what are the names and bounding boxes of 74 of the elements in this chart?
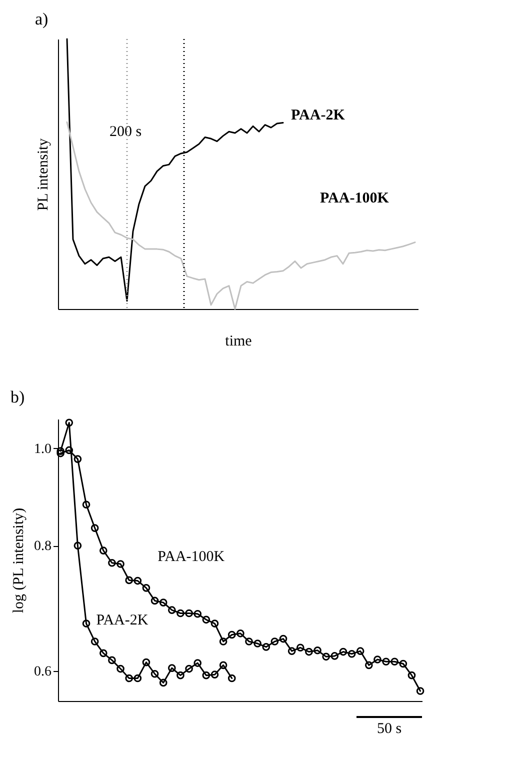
x-axis-title: time (225, 334, 252, 350)
point (194, 610, 202, 618)
point (90, 524, 99, 532)
point (99, 649, 108, 658)
point (176, 671, 184, 680)
point (356, 647, 364, 655)
point (185, 609, 193, 618)
point (339, 648, 348, 656)
point (159, 678, 168, 687)
point (65, 418, 74, 427)
point (236, 630, 244, 638)
point (142, 584, 150, 592)
point (116, 664, 124, 673)
y-axis-title: log (PL intensity) (11, 508, 27, 614)
point (108, 656, 116, 664)
point (210, 620, 219, 628)
point (288, 647, 296, 655)
point (322, 652, 330, 661)
point (74, 542, 82, 550)
point (228, 630, 236, 639)
point (408, 671, 416, 680)
point (296, 644, 304, 652)
point (305, 648, 313, 656)
point (74, 455, 82, 463)
point (108, 558, 116, 567)
point (82, 620, 90, 628)
point (176, 609, 184, 618)
series-label: PAA-2K (96, 612, 148, 629)
point (194, 659, 202, 667)
annotation: 200 s (110, 124, 142, 140)
point (374, 656, 382, 664)
point (82, 500, 90, 509)
point (142, 658, 150, 666)
chart-title: b) (10, 388, 25, 407)
point (262, 643, 270, 651)
text: PAA-100K (320, 190, 390, 206)
point (254, 640, 262, 648)
point (134, 576, 142, 585)
point (168, 606, 176, 614)
chart-title: a) (35, 9, 48, 28)
point (245, 638, 253, 646)
point (219, 661, 228, 670)
point (219, 638, 228, 646)
y-tick-label: 0.6 (34, 664, 52, 680)
point (202, 616, 210, 624)
point (185, 664, 193, 673)
point (125, 576, 133, 584)
point (270, 638, 279, 646)
point (348, 650, 356, 658)
text: 50 s (376, 721, 402, 737)
point (330, 652, 339, 660)
point (382, 658, 390, 666)
point (279, 634, 288, 643)
point (99, 546, 108, 554)
point (116, 560, 124, 568)
point (90, 638, 99, 646)
point (399, 660, 408, 668)
point (202, 671, 210, 680)
point (168, 664, 176, 672)
point (134, 674, 142, 682)
point (150, 670, 159, 678)
point (159, 598, 168, 606)
point (364, 661, 373, 670)
point (125, 674, 133, 682)
y-tick-label: 0.8 (34, 539, 52, 554)
point (314, 646, 322, 654)
y-tick-label: 1.0 (34, 442, 52, 457)
point (150, 596, 159, 605)
series-label: PAA-100K (158, 548, 225, 565)
point (65, 446, 74, 454)
point (210, 670, 219, 678)
series-label: PAA-2K (291, 108, 346, 124)
point (390, 658, 399, 666)
y-axis-title: PL intensity (36, 138, 52, 211)
